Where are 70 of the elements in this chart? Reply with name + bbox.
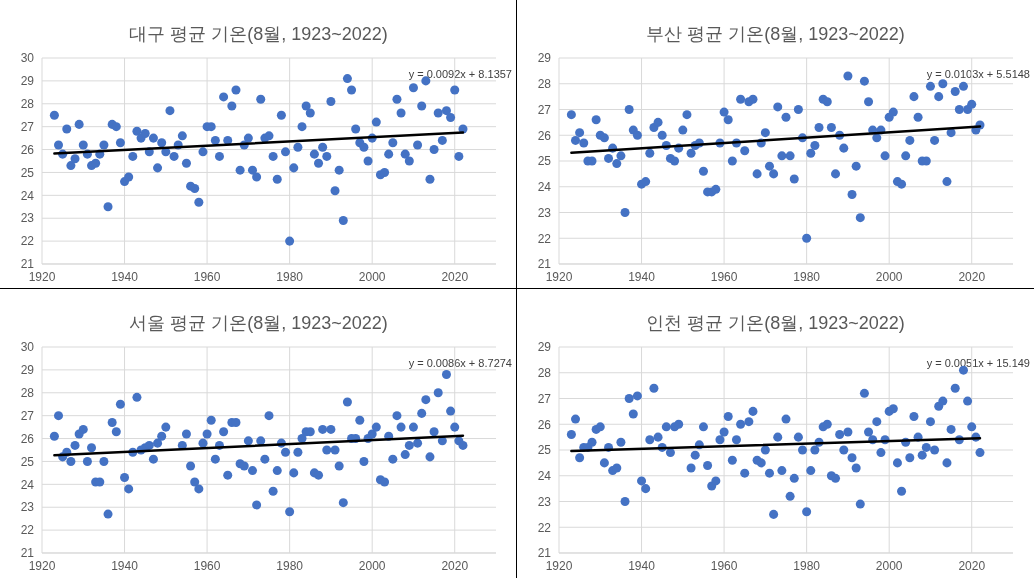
x-tick-label: 2000 (358, 558, 386, 573)
y-tick-label: 25 (20, 165, 35, 180)
y-tick-label: 29 (20, 363, 35, 378)
y-tick-label: 26 (20, 431, 35, 446)
chart-title: 대구 평균 기온(8월, 1923~2022) (128, 23, 389, 46)
y-tick-label: 29 (537, 51, 552, 66)
y-tick-label: 25 (537, 443, 552, 458)
y-tick-label: 30 (20, 51, 35, 66)
x-tick-label: 2000 (875, 558, 903, 573)
y-tick-label: 26 (537, 417, 552, 432)
y-tick-label: 24 (20, 477, 35, 492)
x-tick-label: 2020 (958, 269, 986, 284)
x-tick-label: 1920 (28, 558, 56, 573)
x-tick-label: 2020 (441, 269, 469, 284)
y-tick-label: 23 (20, 500, 35, 515)
y-tick-label: 22 (20, 234, 35, 249)
annotation: y = 0.0086x + 8.7274 (408, 357, 512, 369)
y-tick-label: 21 (20, 257, 35, 272)
x-tick-label: 1980 (793, 269, 821, 284)
x-tick-label: 1940 (111, 558, 139, 573)
x-tick-label: 1920 (545, 269, 573, 284)
chart-title: 서울 평균 기온(8월, 1923~2022) (128, 312, 389, 335)
y-tick-label: 22 (537, 231, 552, 246)
y-tick-label: 29 (537, 340, 552, 355)
y-tick-label: 27 (20, 408, 35, 423)
x-tick-label: 1980 (793, 558, 821, 573)
y-tick-label: 26 (20, 142, 35, 157)
y-tick-label: 21 (537, 257, 552, 272)
x-tick-label: 1960 (193, 269, 221, 284)
y-tick-label: 24 (537, 180, 552, 195)
y-tick-label: 22 (537, 520, 552, 535)
y-tick-label: 21 (537, 546, 552, 561)
x-tick-label: 1920 (28, 269, 56, 284)
y-tick-label: 30 (20, 340, 35, 355)
y-tick-label: 27 (20, 119, 35, 134)
y-tick-label: 23 (537, 205, 552, 220)
x-tick-label: 1960 (710, 269, 738, 284)
y-tick-label: 25 (20, 454, 35, 469)
y-tick-label: 24 (537, 469, 552, 484)
x-tick-label: 1960 (710, 558, 738, 573)
y-tick-label: 28 (20, 97, 35, 112)
annotation: y = 0.0092x + 8.1357 (408, 68, 512, 80)
x-tick-label: 1920 (545, 558, 573, 573)
x-tick-label: 1940 (111, 269, 139, 284)
x-tick-label: 1980 (276, 269, 304, 284)
annotation: y = 0.0103x + 5.5148 (926, 68, 1030, 80)
x-tick-label: 2000 (875, 269, 903, 284)
x-tick-label: 2020 (441, 558, 469, 573)
y-tick-label: 27 (537, 391, 552, 406)
y-tick-label: 28 (20, 386, 35, 401)
y-tick-label: 23 (20, 211, 35, 226)
chart-title: 부산 평균 기온(8월, 1923~2022) (645, 23, 906, 46)
y-tick-label: 23 (537, 494, 552, 509)
x-tick-label: 1980 (276, 558, 304, 573)
y-tick-label: 29 (20, 74, 35, 89)
y-tick-label: 28 (537, 366, 552, 381)
y-tick-label: 22 (20, 523, 35, 538)
y-tick-label: 24 (20, 188, 35, 203)
x-tick-label: 1960 (193, 558, 221, 573)
y-tick-label: 28 (537, 77, 552, 92)
x-tick-label: 1940 (628, 558, 656, 573)
y-tick-label: 21 (20, 546, 35, 561)
annotation: y = 0.0051x + 15.149 (926, 357, 1030, 369)
chart-title: 인천 평균 기온(8월, 1923~2022) (645, 312, 906, 335)
x-tick-label: 2020 (958, 558, 986, 573)
y-tick-label: 26 (537, 128, 552, 143)
x-tick-label: 2000 (358, 269, 386, 284)
x-tick-label: 1940 (628, 269, 656, 284)
y-tick-label: 27 (537, 102, 552, 117)
y-tick-label: 25 (537, 154, 552, 169)
